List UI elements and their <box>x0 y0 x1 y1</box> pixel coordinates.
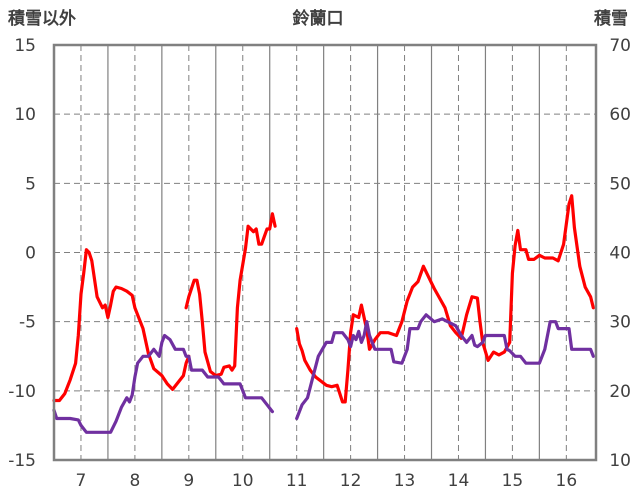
right-tick-label: 70 <box>609 36 631 56</box>
chart-title: 鈴蘭口 <box>293 8 344 29</box>
series-layer <box>52 194 595 434</box>
x-tick-label: 12 <box>340 471 362 491</box>
series-0-line-segment-1 <box>184 212 277 378</box>
left-axis-title: 積雪以外 <box>8 8 76 29</box>
plot-frame <box>52 43 598 462</box>
x-tick-label: 9 <box>183 471 194 491</box>
series-1-line-segment-0 <box>52 333 274 434</box>
series-0-line-segment-2 <box>295 194 595 404</box>
right-tick-label: 60 <box>609 105 631 125</box>
x-tick-label: 14 <box>448 471 470 491</box>
left-axis-ticks: 15 10 5 0 -5 -10 -15 <box>8 36 36 471</box>
left-tick-label: -10 <box>8 382 36 402</box>
x-tick-label: 10 <box>232 471 254 491</box>
right-tick-label: 10 <box>609 451 631 471</box>
left-tick-label: 0 <box>25 244 36 264</box>
right-axis-title: 積雪 <box>594 8 628 29</box>
left-tick-label: -15 <box>8 451 36 471</box>
right-tick-label: 40 <box>609 244 631 264</box>
right-tick-label: 20 <box>609 382 631 402</box>
left-tick-label: 15 <box>14 36 36 56</box>
x-tick-label: 11 <box>286 471 308 491</box>
x-tick-label: 13 <box>394 471 416 491</box>
x-axis-ticks: 7 8 9 10 11 12 13 14 15 16 <box>76 471 578 491</box>
x-tick-label: 7 <box>76 471 87 491</box>
series-0-line-segment-0 <box>52 248 191 403</box>
right-axis-ticks: 70 60 50 40 30 20 10 <box>609 36 631 471</box>
vertical-gridlines <box>80 45 567 460</box>
x-tick-label: 8 <box>129 471 140 491</box>
left-tick-label: 5 <box>25 174 36 194</box>
series-1-line-segment-1 <box>295 313 595 421</box>
right-tick-label: 30 <box>609 313 631 333</box>
right-tick-label: 50 <box>609 174 631 194</box>
x-tick-label: 16 <box>556 471 578 491</box>
left-tick-label: 10 <box>14 105 36 125</box>
left-tick-label: -5 <box>19 313 36 333</box>
x-tick-label: 15 <box>502 471 524 491</box>
horizontal-gridlines <box>54 113 596 392</box>
